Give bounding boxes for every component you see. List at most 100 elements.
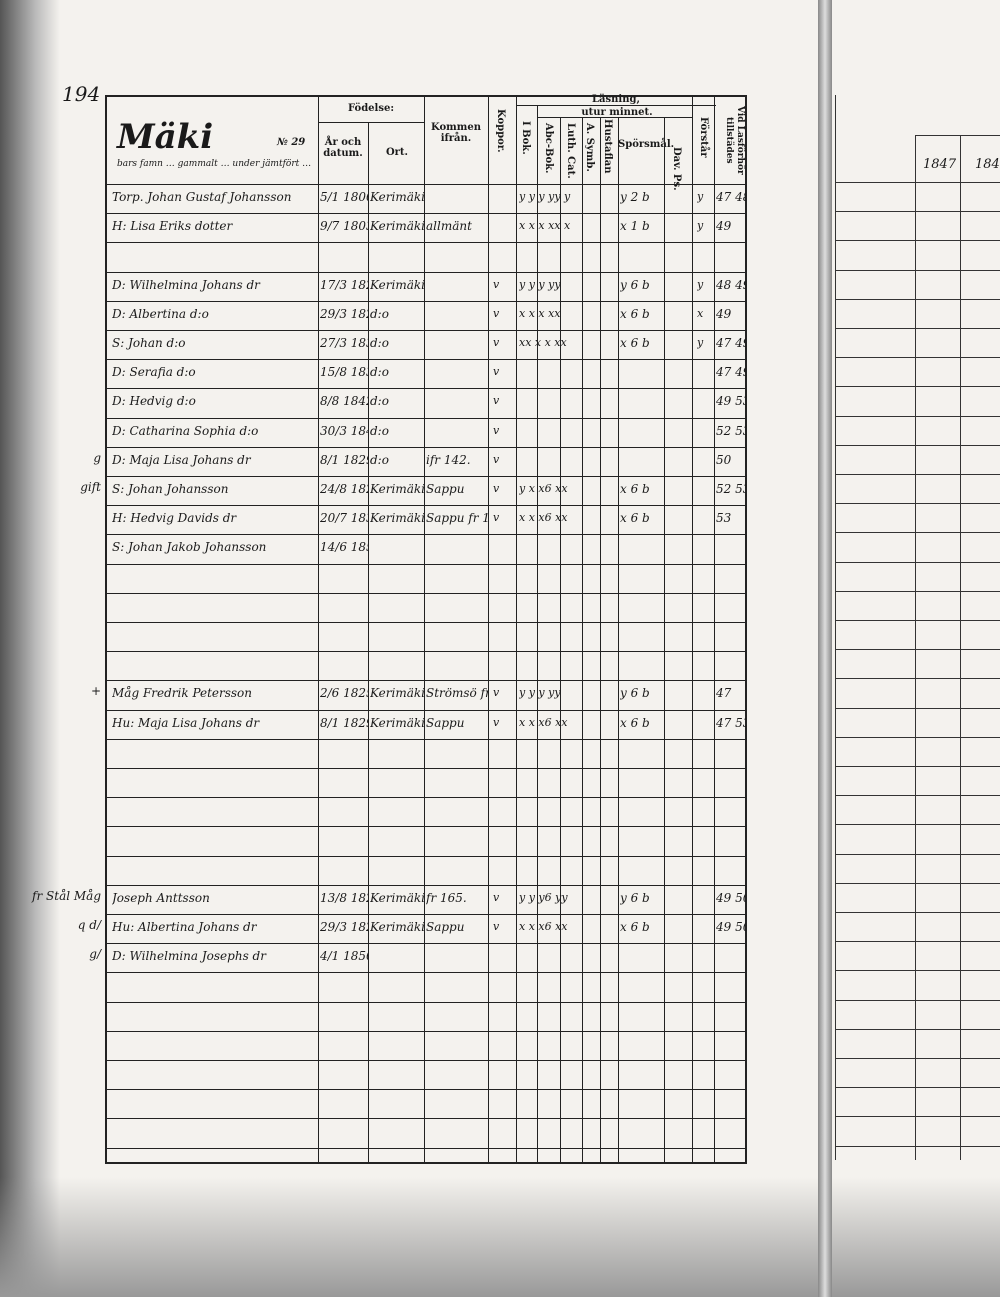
cell-pox: v bbox=[493, 482, 500, 495]
exam-header: Vid Lasförhör tillstädes bbox=[724, 105, 745, 175]
cell-name: D: Maja Lisa Johans dr bbox=[112, 452, 251, 467]
cell-date: 2/6 1825 bbox=[320, 686, 368, 701]
luth-cat-header: Luth. Cat. bbox=[565, 123, 576, 179]
cell-pox: v bbox=[493, 920, 500, 933]
cell-date: 8/8 1842 bbox=[320, 394, 368, 409]
cell-q: x 1 b bbox=[620, 219, 650, 234]
cell-place: d:o bbox=[370, 365, 389, 380]
cell-exam: 48 49 53 bbox=[716, 277, 746, 292]
cell-pox: v bbox=[493, 686, 500, 700]
margin-note: fr Stål Måg bbox=[32, 888, 101, 903]
table-row: D: Wilhelmina Josephs dr 4/1 1850 bbox=[107, 943, 745, 973]
cell-marks: x x x6 xx bbox=[519, 511, 568, 525]
cell-place: Kerimäki bbox=[370, 686, 424, 701]
table-row: S: Johan Johansson 24/8 1829KerimäkiSappu… bbox=[107, 476, 746, 506]
cell-q: x 6 b bbox=[620, 306, 650, 321]
cell-q: x 6 b bbox=[620, 336, 650, 350]
margin-note: q d/ bbox=[77, 918, 101, 932]
cell-date: 8/1 1829 bbox=[320, 452, 368, 467]
table-row bbox=[107, 1001, 745, 1032]
cell-date: 13/8 1821 bbox=[320, 890, 368, 905]
cell-name: Hu: Albertina Johans dr bbox=[112, 920, 257, 934]
cell-exam: 47 48 53 bbox=[716, 190, 746, 204]
cell-date: 27/3 1832 bbox=[320, 336, 368, 350]
cell-q: x 6 b bbox=[620, 920, 650, 934]
cell-exam: 47 bbox=[716, 686, 732, 701]
cell-from: Sappu bbox=[426, 715, 465, 730]
table-row: Måg Fredrik Petersson 2/6 1825KerimäkiStr… bbox=[107, 680, 745, 710]
table-row bbox=[107, 1118, 745, 1148]
cell-date: 29/3 1826 bbox=[320, 306, 368, 321]
table-row: Joseph Anttsson 13/8 1821Kerimäkifr 165. v… bbox=[107, 884, 746, 915]
cell-name: D: Catharina Sophia d:o bbox=[112, 423, 259, 438]
cell-und: x bbox=[697, 306, 704, 320]
table-row bbox=[107, 972, 745, 1002]
cell-name: S: Johan Jakob Johansson bbox=[112, 540, 267, 555]
cell-name: Joseph Anttsson bbox=[112, 890, 210, 905]
cell-exam: 47 49 53 bbox=[716, 365, 746, 380]
cell-date: 5/1 1800 bbox=[320, 190, 368, 204]
cell-pox: v bbox=[493, 511, 500, 525]
cell-marks: x x x6 xx bbox=[519, 715, 568, 729]
cell-name: Torp. Johan Gustaf Johansson bbox=[112, 190, 292, 204]
table-row bbox=[107, 1030, 745, 1061]
cell-place: Kerimäki bbox=[370, 890, 424, 905]
cell-und: y bbox=[697, 277, 704, 291]
came-from-header: Kommen ifrån. bbox=[431, 122, 481, 144]
cell-und: y bbox=[697, 336, 704, 349]
cell-place: d:o bbox=[370, 423, 389, 438]
hustavlan-header: Hustaflan bbox=[602, 119, 613, 174]
table-row: D: Maja Lisa Johans dr 8/1 1829d:o ifr 142… bbox=[107, 446, 745, 477]
margin-note: + bbox=[90, 684, 101, 699]
margin-note: g/ bbox=[89, 947, 101, 962]
cell-name: D: Serafia d:o bbox=[112, 365, 196, 380]
year-1847: 1847 bbox=[923, 157, 957, 172]
table-row: Hu: Maja Lisa Johans dr 8/1 1829KerimäkiS… bbox=[107, 709, 746, 740]
cell-place: d:o bbox=[370, 452, 389, 467]
cell-exam: 47 49 52 bbox=[716, 336, 746, 350]
smallpox-header: Koppor. bbox=[495, 109, 506, 153]
cell-date: 14/6 1853 bbox=[320, 540, 368, 555]
facing-page: 1847 184 bbox=[835, 95, 1000, 1160]
register-table: Mäki № 29 bars famn … gammalt … under jä… bbox=[105, 94, 747, 1164]
table-row: D: Catharina Sophia d:o 30/3 1845d:o v 52 5… bbox=[107, 417, 746, 448]
reading-header: Läsning, bbox=[592, 94, 640, 105]
table-row: Hu: Albertina Johans dr 29/3 1826Kerimäki… bbox=[107, 914, 746, 944]
cell-pox: v bbox=[493, 423, 500, 437]
table-row bbox=[107, 1060, 745, 1090]
table-row: S: Johan Jakob Johansson 14/6 1853 bbox=[107, 534, 745, 564]
cell-name: S: Johan Johansson bbox=[112, 482, 229, 496]
cell-place: Kerimäki bbox=[370, 482, 424, 496]
cell-exam: 52 53 bbox=[716, 423, 746, 438]
cell-place: Kerimäki bbox=[370, 190, 424, 204]
table-row: D: Wilhelmina Johans dr 17/3 1825Kerimäki… bbox=[107, 271, 746, 302]
table-row: D: Serafia d:o 15/8 1839d:o v 47 49 53 bbox=[107, 359, 746, 389]
cell-marks: xx x x xx bbox=[519, 336, 567, 349]
cell-date: 8/1 1829 bbox=[320, 715, 368, 730]
cell-date: 20/7 1832 bbox=[320, 511, 368, 526]
cell-name: D: Wilhelmina Josephs dr bbox=[112, 949, 266, 964]
cell-pox: v bbox=[493, 890, 500, 904]
cell-marks: y y y yy bbox=[519, 686, 561, 700]
cell-q: x 6 b bbox=[620, 511, 650, 526]
household-number: № 29 bbox=[277, 137, 306, 148]
cell-pox: v bbox=[493, 452, 500, 466]
table-row: Torp. Johan Gustaf Johansson 5/1 1800Keri… bbox=[107, 184, 746, 214]
place-title: Mäki bbox=[117, 117, 214, 157]
table-row bbox=[107, 738, 745, 769]
cell-exam: 49 bbox=[716, 219, 732, 234]
scan-shadow-bottom bbox=[0, 1177, 1000, 1297]
cell-marks: y y y yy y bbox=[519, 190, 571, 203]
cell-date: 29/3 1826 bbox=[320, 920, 368, 934]
cell-name: H: Hedvig Davids dr bbox=[112, 511, 237, 526]
dav-ps-header: Dav. Ps. bbox=[671, 147, 682, 191]
scan-shadow-left bbox=[0, 0, 60, 1297]
cell-from: fr 165. bbox=[426, 890, 467, 905]
cell-name: H: Lisa Eriks dotter bbox=[112, 219, 233, 234]
cell-from: Strömsö fr 182. bbox=[426, 686, 488, 701]
header-note: bars famn … gammalt … under jämtfört … bbox=[117, 159, 312, 169]
cell-name: S: Johan d:o bbox=[112, 336, 186, 350]
cell-exam: 49 bbox=[716, 306, 732, 321]
cell-place: d:o bbox=[370, 394, 389, 409]
cell-exam: 50 bbox=[716, 452, 732, 467]
